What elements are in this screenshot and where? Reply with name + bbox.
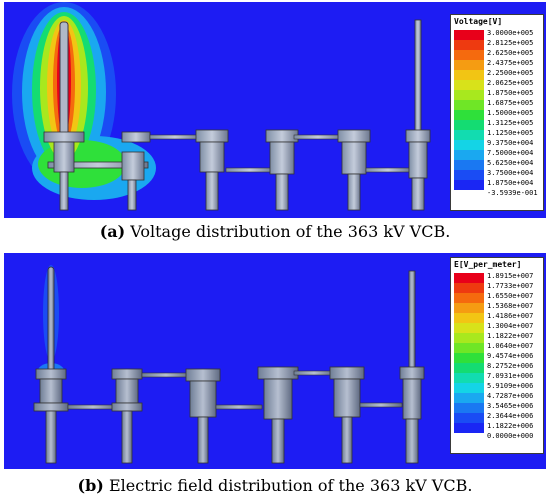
scale-swatch: [454, 403, 484, 413]
electric-field-panel: E[V_per_meter] 1.8915e+007 1.7733e+007 1…: [4, 253, 546, 469]
scale-label: 2.4375e+005: [487, 59, 534, 67]
scale-label: 9.3750e+004: [487, 139, 534, 147]
scale-swatch: [454, 393, 484, 403]
scale-label: 2.6250e+005: [487, 49, 534, 57]
scale-label: 2.0625e+005: [487, 79, 534, 87]
scale-swatch: [454, 40, 484, 50]
scale-swatch: [454, 423, 484, 433]
scale-swatch: [454, 30, 484, 40]
scale-swatch: [454, 273, 484, 283]
scale-label: 9.4574e+006: [487, 352, 534, 360]
scale-swatch: [454, 373, 484, 383]
scale-label: 1.1250e+005: [487, 129, 534, 137]
scale-label: 1.5000e+005: [487, 109, 534, 117]
voltage-legend: Voltage[V] 3.0000e+005 2.8125e+005 2.625…: [450, 14, 544, 211]
scale-label: 0.0000e+000: [487, 432, 534, 440]
caption-b: (b) Electric field distribution of the 3…: [0, 476, 550, 495]
scale-swatch: [454, 140, 484, 150]
scale-label: 8.2752e+006: [487, 362, 534, 370]
scale-swatch: [454, 313, 484, 323]
scale-swatch: [454, 130, 484, 140]
color-scale: [454, 30, 484, 190]
scale-label: 1.8915e+007: [487, 272, 534, 280]
scale-swatch: [454, 353, 484, 363]
scale-label: 2.2500e+005: [487, 69, 534, 77]
caption-b-text: Electric field distribution of the 363 k…: [103, 476, 473, 495]
legend-title: Voltage[V]: [454, 17, 503, 26]
scale-label: 3.7500e+004: [487, 169, 534, 177]
scale-swatch: [454, 120, 484, 130]
scale-label: 2.8125e+005: [487, 39, 534, 47]
scale-swatch: [454, 383, 484, 393]
scale-swatch: [454, 283, 484, 293]
scale-swatch: [454, 110, 484, 120]
scale-label: 1.0640e+007: [487, 342, 534, 350]
scale-label: 5.9109e+006: [487, 382, 534, 390]
vcb-voltage-model: [12, 2, 431, 211]
scale-label: 1.4186e+007: [487, 312, 534, 320]
scale-swatch: [454, 160, 484, 170]
scale-label: 3.5465e+006: [487, 402, 534, 410]
scale-label: -3.5939e-001: [487, 189, 538, 197]
scale-label: 1.1822e+007: [487, 332, 534, 340]
scale-swatch: [454, 60, 484, 70]
scale-label: 5.6250e+004: [487, 159, 534, 167]
scale-label: 1.8750e+005: [487, 89, 534, 97]
scale-swatch: [454, 343, 484, 353]
energized-rod: [59, 21, 69, 141]
scale-swatch: [454, 70, 484, 80]
scale-swatch: [454, 413, 484, 423]
scale-label: 1.6550e+007: [487, 292, 534, 300]
scale-swatch: [454, 100, 484, 110]
scale-swatch: [454, 170, 484, 180]
scale-swatch: [454, 333, 484, 343]
scale-swatch: [454, 50, 484, 60]
vcb-field-model: [33, 265, 425, 464]
caption-a: (a) Voltage distribution of the 363 kV V…: [0, 222, 550, 241]
scale-label: 1.3125e+005: [487, 119, 534, 127]
scale-swatch: [454, 323, 484, 333]
caption-b-label: (b): [77, 476, 104, 495]
scale-label: 4.7287e+006: [487, 392, 534, 400]
scale-label: 1.6875e+005: [487, 99, 534, 107]
color-scale: [454, 273, 484, 433]
scale-swatch: [454, 150, 484, 160]
scale-label: 1.1822e+006: [487, 422, 534, 430]
scale-label: 2.3644e+006: [487, 412, 534, 420]
scale-labels: 1.8915e+007 1.7733e+007 1.6550e+007 1.53…: [487, 271, 533, 441]
caption-a-text: Voltage distribution of the 363 kV VCB.: [125, 222, 451, 241]
scale-swatch: [454, 363, 484, 373]
caption-a-label: (a): [99, 222, 126, 241]
scale-labels: 3.0000e+005 2.8125e+005 2.6250e+005 2.43…: [487, 28, 538, 198]
scale-label: 3.0000e+005: [487, 29, 534, 37]
scale-label: 1.8750e+004: [487, 179, 534, 187]
scale-swatch: [454, 303, 484, 313]
scale-swatch: [454, 80, 484, 90]
scale-label: 1.3004e+007: [487, 322, 534, 330]
scale-label: 1.7733e+007: [487, 282, 534, 290]
scale-swatch: [454, 293, 484, 303]
scale-label: 1.5368e+007: [487, 302, 534, 310]
field-legend: E[V_per_meter] 1.8915e+007 1.7733e+007 1…: [450, 257, 544, 454]
scale-label: 7.5000e+004: [487, 149, 534, 157]
scale-label: 7.0931e+006: [487, 372, 534, 380]
legend-title: E[V_per_meter]: [454, 260, 522, 269]
scale-swatch: [454, 90, 484, 100]
scale-swatch: [454, 180, 484, 190]
voltage-distribution-panel: Voltage[V] 3.0000e+005 2.8125e+005 2.625…: [4, 2, 546, 218]
